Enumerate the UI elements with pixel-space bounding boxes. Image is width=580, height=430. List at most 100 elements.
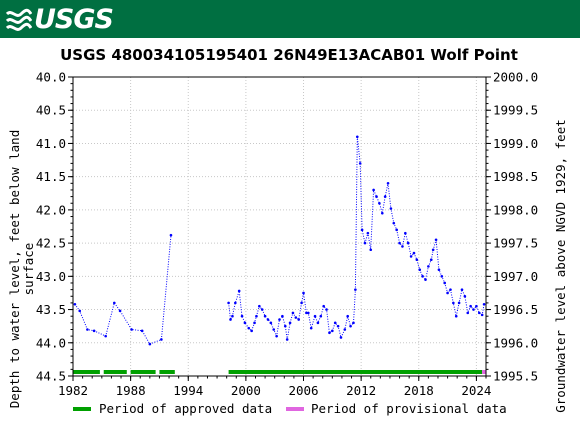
data-point	[452, 301, 455, 305]
data-point	[443, 281, 447, 285]
data-point	[386, 182, 390, 185]
data-point	[446, 291, 449, 295]
data-point	[231, 314, 234, 318]
groundwater-chart: USGS 480034105195401 26N49E13ACAB01 Wolf…	[7, 46, 568, 416]
data-point	[227, 301, 230, 305]
y-right-tick-label: 1999.5	[493, 103, 538, 118]
y-axis-left-ticks: 40.0 40.5 41.0 41.5 42.0 42.5 43.0 43.5 44.0 44.5	[36, 70, 73, 384]
data-point	[78, 309, 82, 313]
period-bar-approved	[228, 370, 483, 374]
data-point	[118, 309, 122, 313]
x-tick-label: 2012	[346, 383, 376, 398]
y-right-tick-label: 1995.5	[493, 369, 538, 384]
data-point	[457, 301, 461, 305]
y-right-tick-label: 2000.0	[493, 70, 538, 85]
data-point	[392, 221, 396, 225]
period-bars	[73, 370, 486, 374]
data-point	[424, 278, 427, 281]
data-point	[294, 316, 298, 319]
period-bar-approved	[73, 370, 100, 374]
data-point	[409, 255, 413, 258]
y-left-tick-label: 41.0	[36, 136, 66, 151]
y-left-tick-label: 44.0	[36, 335, 66, 350]
y-left-tick-label: 40.5	[36, 103, 66, 118]
data-point	[463, 294, 467, 298]
x-axis-ticks: 1982 1988 1994 2000 2006 2012 2018 2024	[58, 376, 491, 398]
data-point	[237, 289, 241, 293]
data-point	[352, 321, 355, 325]
data-point	[343, 328, 347, 331]
usgs-logo-text: USGS	[34, 3, 114, 35]
data-point	[418, 268, 422, 271]
data-point	[480, 313, 484, 317]
data-point	[339, 336, 343, 339]
period-bar-approved	[103, 370, 127, 374]
data-point	[431, 248, 435, 252]
data-point	[460, 288, 464, 291]
data-point	[322, 304, 325, 308]
data-point	[258, 304, 261, 308]
data-point	[375, 195, 378, 198]
data-point	[412, 251, 416, 255]
data-point	[354, 288, 357, 291]
data-point	[255, 314, 258, 318]
x-tick-label: 1982	[58, 383, 88, 398]
y-left-tick-label: 40.0	[36, 70, 66, 85]
data-point	[240, 314, 244, 318]
data-point	[309, 326, 313, 330]
data-point	[229, 318, 232, 321]
data-point	[469, 304, 472, 308]
data-point	[472, 308, 475, 311]
data-point	[333, 321, 337, 325]
data-point	[429, 258, 433, 262]
data-point	[319, 314, 323, 318]
data-point	[336, 324, 340, 328]
legend-approved-swatch	[73, 407, 91, 411]
data-point	[305, 311, 308, 315]
data-point	[389, 207, 393, 210]
data-point	[440, 275, 444, 278]
data-point	[454, 314, 458, 318]
data-point	[300, 301, 303, 305]
data-point	[281, 314, 284, 318]
y-right-tick-label: 1998.0	[493, 202, 538, 217]
data-point	[358, 162, 362, 165]
data-point	[475, 304, 478, 308]
data-point	[331, 329, 334, 333]
data-point	[434, 238, 438, 242]
legend-provisional-swatch	[286, 407, 304, 411]
y-axis-left-label-line2: surface	[21, 243, 36, 296]
data-point	[366, 231, 370, 235]
series-line	[74, 235, 172, 345]
y-axis-right-label: Groundwater level above NGVD 1929, feet	[553, 119, 568, 413]
period-bar-provisional	[482, 370, 486, 374]
data-point	[346, 314, 349, 318]
data-point	[349, 324, 352, 328]
data-point	[383, 195, 387, 198]
data-point	[427, 265, 430, 268]
data-point	[253, 321, 256, 325]
data-point	[302, 291, 305, 295]
data-point	[86, 328, 89, 331]
usgs-logo[interactable]: USGS	[6, 3, 114, 35]
data-point	[130, 328, 133, 331]
y-right-tick-label: 1996.5	[493, 302, 538, 317]
data-point	[288, 321, 292, 325]
data-point	[148, 342, 152, 346]
legend-approved-label: Period of approved data	[99, 401, 272, 416]
data-point	[398, 241, 401, 245]
data-point	[104, 334, 107, 338]
data-point	[363, 241, 367, 245]
data-point	[73, 302, 77, 306]
y-left-tick-label: 41.5	[36, 169, 66, 184]
y-axis-right-ticks: 2000.0 1999.5 1999.0 1998.5 1998.0 1997.5 1997…	[486, 70, 538, 384]
data-point	[283, 324, 287, 328]
data-point	[313, 314, 317, 318]
data-point	[291, 311, 295, 315]
data-point	[247, 326, 251, 330]
period-bar-approved	[159, 370, 175, 374]
y-left-tick-label: 43.0	[36, 269, 66, 284]
data-point	[316, 321, 320, 325]
plot-border	[72, 76, 487, 377]
y-left-tick-label: 44.5	[36, 369, 66, 384]
